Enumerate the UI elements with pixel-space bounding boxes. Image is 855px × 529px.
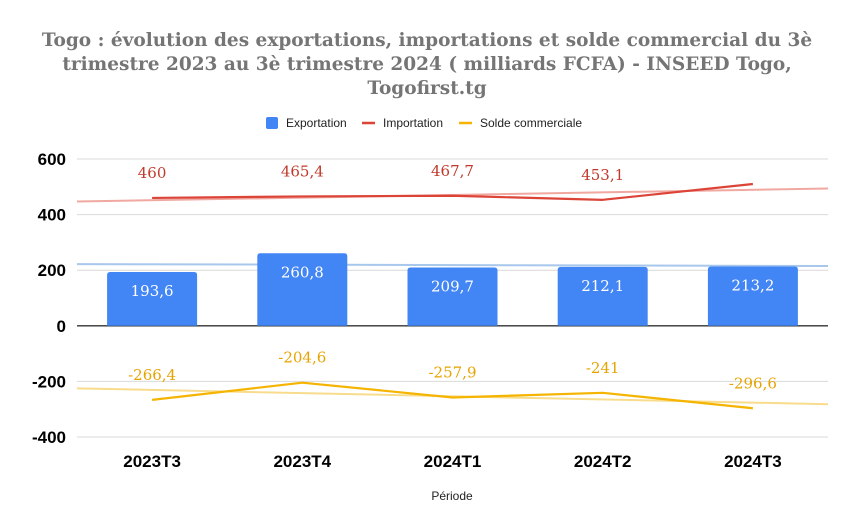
data-label-series-2: -257,9: [428, 363, 476, 381]
data-label-exportation: 213,2: [731, 277, 774, 295]
x-tick-label: 2023T4: [273, 452, 331, 471]
bar-exportation: [107, 271, 198, 326]
series-line-2: [151, 381, 754, 410]
legend-swatch-exportation: [266, 117, 278, 129]
series-lines: [151, 182, 754, 410]
y-tick-label: 200: [38, 261, 66, 280]
x-tick-label: 2023T3: [123, 452, 181, 471]
y-tick-label: -200: [32, 372, 66, 391]
data-label-series-1: 460: [138, 164, 167, 182]
data-label-series-1: 453,1: [581, 166, 624, 184]
data-label-series-2: -296,6: [729, 374, 777, 392]
bar-exportation: [707, 266, 798, 326]
data-label-series-2: -241: [586, 359, 620, 377]
y-axis-ticks: -400 -200 0 200 400 600: [32, 150, 66, 447]
x-tick-label: 2024T1: [424, 452, 482, 471]
y-tick-label: 600: [38, 150, 66, 169]
chart-title-line-1: Togo : évolution des exportations, impor…: [42, 30, 812, 51]
legend-label-solde-commerciale: Solde commerciale: [480, 116, 582, 130]
data-label-series-2: -204,6: [278, 349, 326, 367]
x-tick-label: 2024T3: [724, 452, 782, 471]
chart-title-line-3: Togofirst.tg: [367, 78, 486, 99]
trendline-0: [76, 263, 829, 268]
chart-title: Togo : évolution des exportations, impor…: [42, 30, 812, 99]
bar-exportation: [257, 253, 348, 326]
data-label-exportation: 260,8: [281, 263, 324, 281]
data-label-series-1: 467,7: [431, 162, 474, 180]
chart-title-line-2: trimestre 2023 au 3è trimestre 2024 ( mi…: [62, 54, 791, 75]
y-tick-label: 400: [38, 206, 66, 225]
bars-exportation: [107, 253, 798, 326]
legend-label-exportation: Exportation: [286, 116, 347, 130]
legend-label-importation: Importation: [383, 116, 443, 130]
trendline-2: [76, 387, 829, 406]
data-label-series-2: -266,4: [128, 366, 176, 384]
data-label-exportation: 212,1: [581, 277, 624, 295]
series-line-1: [152, 182, 754, 201]
legend: Exportation Importation Solde commercial…: [266, 116, 582, 130]
data-label-exportation: 209,7: [431, 278, 474, 296]
y-tick-label: -400: [32, 428, 66, 447]
bar-exportation: [557, 266, 648, 326]
data-label-exportation: 193,6: [131, 282, 174, 300]
data-labels: 193,6 260,8 209,7 212,1 213,2 460 465,4 467,7 45…: [128, 162, 777, 392]
y-tick-label: 0: [57, 317, 66, 336]
data-label-series-1: 465,4: [281, 162, 324, 180]
x-tick-label: 2024T2: [574, 452, 632, 471]
bar-exportation: [407, 267, 498, 326]
x-axis-ticks: 2023T3 2023T4 2024T1 2024T2 2024T3: [123, 452, 781, 471]
x-axis-label: Période: [431, 489, 473, 503]
